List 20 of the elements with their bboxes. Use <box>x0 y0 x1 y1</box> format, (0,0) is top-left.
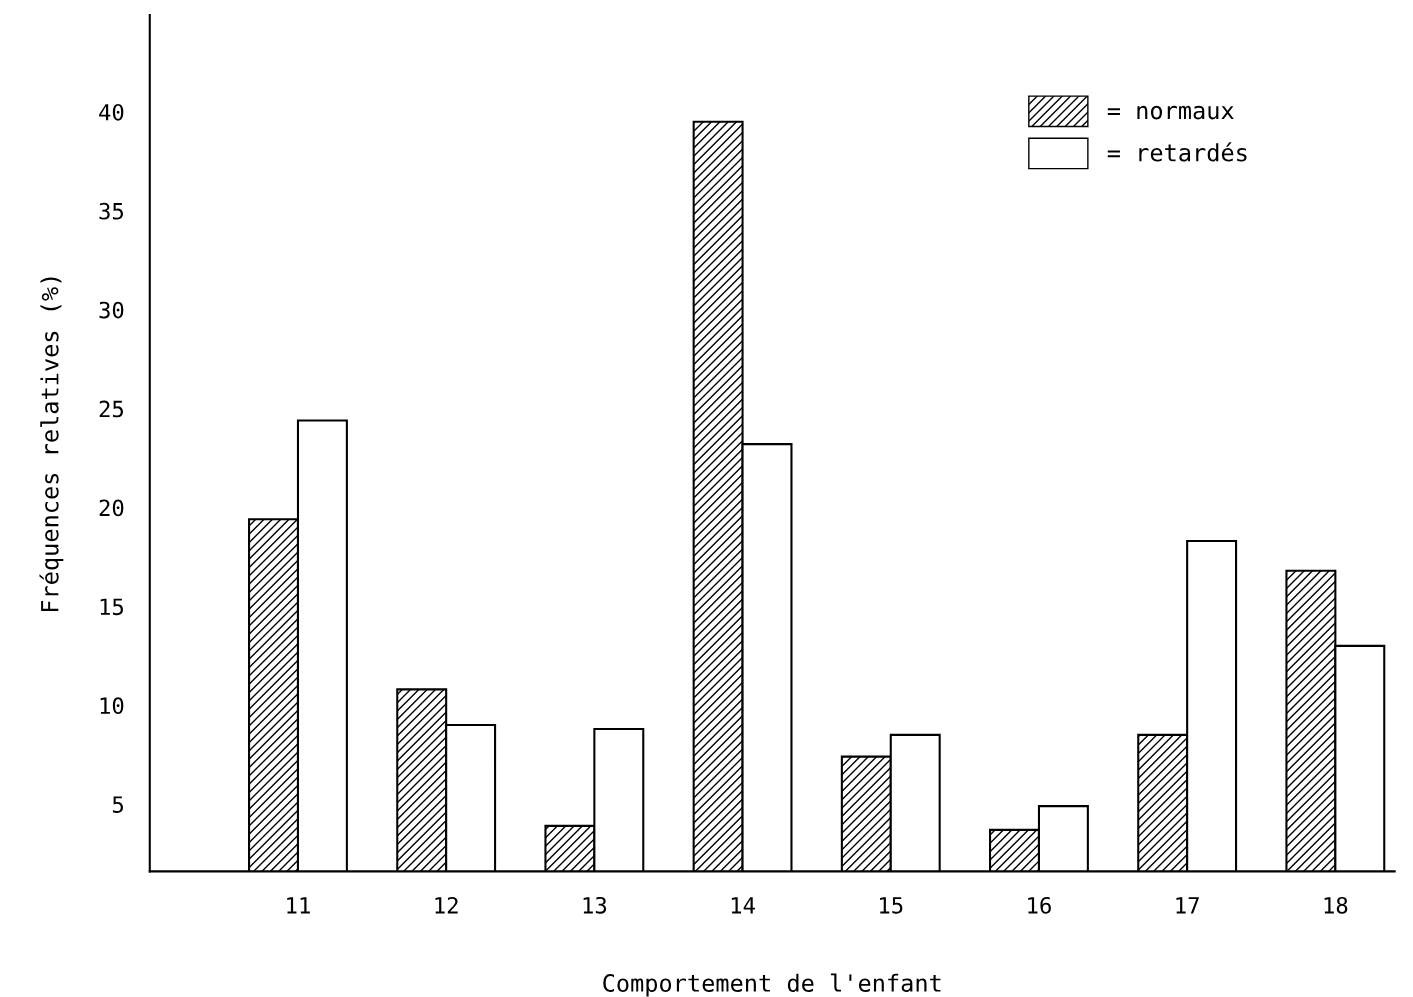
x-tick-label: 17 <box>1176 897 1199 914</box>
x-tick-label: 18 <box>1324 896 1348 914</box>
y-tick-label: 35 <box>99 202 123 220</box>
x-tick-label: 11 <box>287 897 310 914</box>
y-axis-title: Fréquences relatives (%) <box>39 277 64 612</box>
x-tick-label: 16 <box>1028 896 1051 914</box>
x-tick-label: 13 <box>583 896 607 914</box>
x-tick-label: 14 <box>731 897 755 914</box>
x-tick-label: 15 <box>880 897 903 914</box>
legend-label: = retardés <box>1107 142 1247 162</box>
legend-label: = normaux <box>1107 105 1234 120</box>
y-tick-label: 40 <box>99 103 124 121</box>
y-tick-label: 5 <box>112 796 123 813</box>
x-tick-label: 12 <box>435 896 458 914</box>
y-tick-label: 25 <box>99 400 123 418</box>
x-axis-title: Comportement de l'enfant <box>603 973 941 997</box>
y-tick-label: 20 <box>99 499 124 517</box>
y-tick-label: 15 <box>100 598 123 616</box>
y-tick-label: 30 <box>99 301 124 319</box>
y-tick-label: 10 <box>100 697 124 715</box>
